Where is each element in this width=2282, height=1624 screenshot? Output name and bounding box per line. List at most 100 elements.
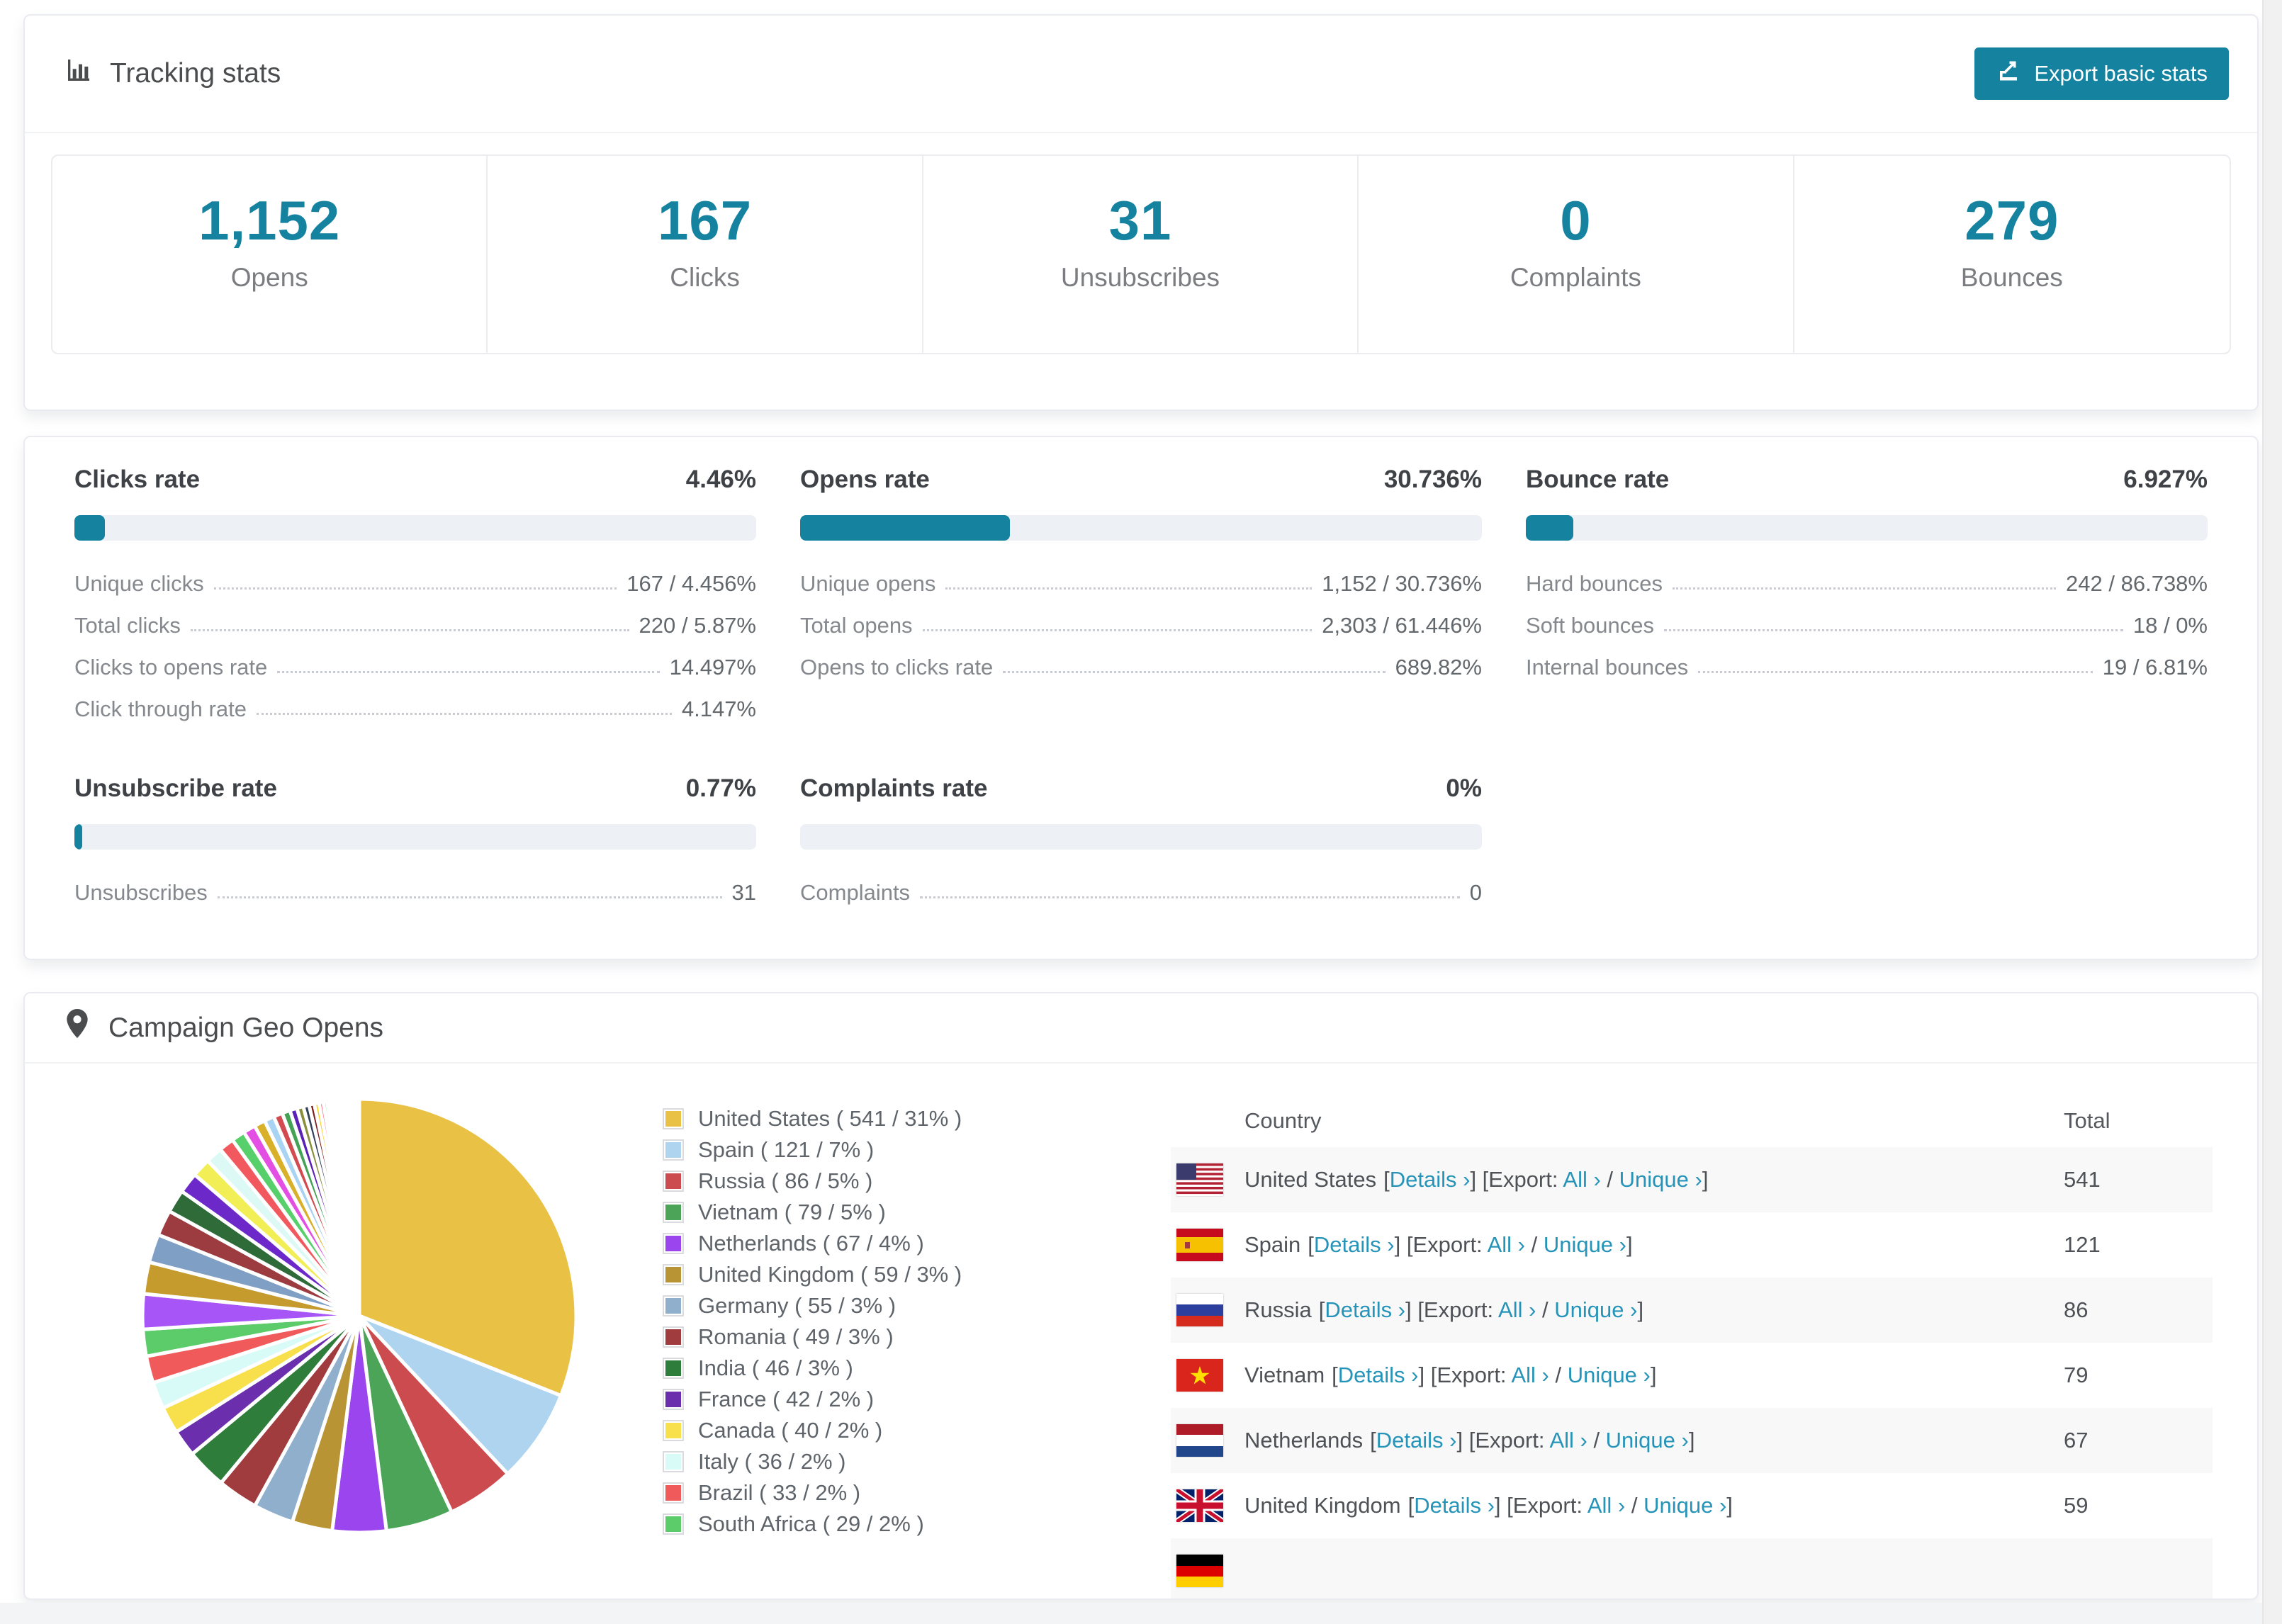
- location-pin-icon: [64, 1008, 90, 1047]
- table-row: Russia [Details ›] [Export: All › / Uniqu…: [1171, 1278, 2213, 1343]
- legend-label: United States ( 541 / 31% ): [698, 1106, 962, 1131]
- legend-swatch: [663, 1389, 684, 1410]
- rate-progress-bar: [74, 824, 756, 850]
- summary-counter: 31 Unsubscribes: [923, 156, 1359, 353]
- campaign-geo-opens-header: Campaign Geo Opens: [25, 993, 2257, 1064]
- tracking-stats-card: Tracking stats Export basic stats 1,152 O…: [23, 14, 2259, 411]
- rate-progress-bar: [800, 824, 1482, 850]
- export-all-link[interactable]: All ›: [1511, 1363, 1549, 1387]
- rate-detail-row: Hard bounces 242 / 86.738%: [1526, 559, 2208, 601]
- rate-detail-value: 2,303 / 61.446%: [1322, 613, 1482, 638]
- export-all-link[interactable]: All ›: [1487, 1232, 1525, 1257]
- rate-detail-row: Unique opens 1,152 / 30.736%: [800, 559, 1482, 601]
- dotted-leader: [217, 896, 722, 898]
- dotted-leader: [1698, 671, 2093, 673]
- rate-detail-value: 19 / 6.81%: [2102, 655, 2208, 680]
- rate-detail-rows: Complaints 0: [800, 868, 1482, 910]
- legend-item: France ( 42 / 2% ): [663, 1384, 962, 1415]
- page-title: Tracking stats: [64, 56, 281, 91]
- legend-swatch: [663, 1108, 684, 1129]
- rate-detail-value: 220 / 5.87%: [639, 613, 756, 638]
- rate-detail-rows: Hard bounces 242 / 86.738% Soft bounces 18 …: [1526, 559, 2208, 684]
- export-unique-link[interactable]: Unique ›: [1543, 1232, 1626, 1257]
- pie-slice-united-states[interactable]: [357, 1097, 578, 1398]
- rate-panel-header: Complaints rate 0%: [800, 774, 1482, 803]
- summary-counter: 279 Bounces: [1794, 156, 2230, 353]
- legend-item: Brazil ( 33 / 2% ): [663, 1477, 962, 1509]
- export-all-link[interactable]: All ›: [1498, 1297, 1536, 1322]
- export-basic-stats-button[interactable]: Export basic stats: [1974, 47, 2229, 100]
- dotted-leader: [190, 629, 629, 631]
- summary-counter-value: 1,152: [198, 188, 341, 252]
- rate-detail-label: Internal bounces: [1526, 655, 1689, 680]
- country-cell: Netherlands [Details ›] [Export: All › / …: [1244, 1428, 1695, 1453]
- legend-item: Russia ( 86 / 5% ): [663, 1166, 962, 1197]
- rate-title: Opens rate: [800, 466, 930, 493]
- campaign-geo-opens-card: Campaign Geo Opens United States ( 541 /…: [23, 992, 2259, 1600]
- export-unique-link[interactable]: Unique ›: [1605, 1428, 1689, 1453]
- export-unique-link[interactable]: Unique ›: [1619, 1167, 1702, 1192]
- legend-item: United Kingdom ( 59 / 3% ): [663, 1259, 962, 1290]
- rate-percentage: 30.736%: [1383, 466, 1482, 493]
- details-link[interactable]: Details ›: [1376, 1428, 1457, 1453]
- details-link[interactable]: Details ›: [1313, 1232, 1395, 1257]
- legend-label: Netherlands ( 67 / 4% ): [698, 1231, 924, 1256]
- legend-label: South Africa ( 29 / 2% ): [698, 1511, 924, 1536]
- legend-item: India ( 46 / 3% ): [663, 1353, 962, 1384]
- export-all-link[interactable]: All ›: [1549, 1428, 1587, 1453]
- export-unique-link[interactable]: Unique ›: [1567, 1363, 1651, 1387]
- rate-detail-label: Complaints: [800, 880, 911, 905]
- legend-item: Romania ( 49 / 3% ): [663, 1321, 962, 1353]
- rate-detail-row: Total clicks 220 / 5.87%: [74, 601, 756, 643]
- pie-slice-spain[interactable]: [357, 1314, 563, 1476]
- details-link[interactable]: Details ›: [1337, 1363, 1419, 1387]
- export-all-link[interactable]: All ›: [1587, 1493, 1626, 1518]
- export-all-link[interactable]: All ›: [1563, 1167, 1601, 1192]
- table-row: Spain [Details ›] [Export: All › / Unique…: [1171, 1212, 2213, 1278]
- summary-counter-value: 0: [1560, 188, 1592, 252]
- legend-swatch: [663, 1420, 684, 1441]
- rates-grid: Clicks rate 4.46% Unique clicks 167 / 4.456…: [25, 437, 2257, 952]
- geo-table-header: Country Total: [1171, 1095, 2213, 1147]
- page-background-strip: [0, 1603, 2282, 1624]
- legend-label: Italy ( 36 / 2% ): [698, 1449, 846, 1474]
- legend-swatch: [663, 1358, 684, 1379]
- summary-counter-label: Bounces: [1960, 262, 2063, 292]
- rate-detail-value: 14.497%: [669, 655, 756, 680]
- export-unique-link[interactable]: Unique ›: [1643, 1493, 1727, 1518]
- rate-panel-header: Opens rate 30.736%: [800, 466, 1482, 494]
- campaign-geo-opens-title: Campaign Geo Opens: [108, 1012, 384, 1043]
- bar-chart-icon: [64, 56, 93, 91]
- rate-detail-label: Opens to clicks rate: [800, 655, 994, 680]
- rate-detail-label: Unsubscribes: [74, 880, 208, 905]
- rate-detail-row: Unique clicks 167 / 4.456%: [74, 559, 756, 601]
- total-cell: 541: [2064, 1167, 2101, 1192]
- details-link[interactable]: Details ›: [1414, 1493, 1495, 1518]
- details-link[interactable]: Details ›: [1325, 1297, 1406, 1322]
- country-name: United States: [1244, 1167, 1377, 1192]
- page-scrollbar[interactable]: [2262, 0, 2282, 1624]
- country-column-header: Country: [1244, 1108, 1322, 1133]
- rate-detail-label: Unique opens: [800, 571, 936, 596]
- table-row: Netherlands [Details ›] [Export: All › / …: [1171, 1408, 2213, 1473]
- summary-counter-label: Unsubscribes: [1060, 262, 1220, 292]
- legend-label: Vietnam ( 79 / 5% ): [698, 1200, 886, 1224]
- rate-detail-label: Hard bounces: [1526, 571, 1663, 596]
- details-link[interactable]: Details ›: [1389, 1167, 1471, 1192]
- rate-progress-fill: [800, 515, 1010, 541]
- rate-title: Bounce rate: [1526, 466, 1670, 493]
- summary-counter: 0 Complaints: [1359, 156, 1794, 353]
- legend-label: Spain ( 121 / 7% ): [698, 1137, 875, 1162]
- country-flag-de: [1176, 1555, 1223, 1587]
- rate-detail-value: 18 / 0%: [2132, 613, 2208, 638]
- total-cell: 86: [2064, 1297, 2089, 1322]
- rate-percentage: 0%: [1446, 774, 1482, 802]
- export-unique-link[interactable]: Unique ›: [1554, 1297, 1638, 1322]
- rates-card: Clicks rate 4.46% Unique clicks 167 / 4.456…: [23, 436, 2259, 960]
- pie-legend: United States ( 541 / 31% ) Spain ( 121 /…: [663, 1103, 962, 1540]
- country-name: Russia: [1244, 1297, 1312, 1322]
- total-column-header: Total: [2064, 1108, 2110, 1133]
- legend-item: South Africa ( 29 / 2% ): [663, 1509, 962, 1540]
- table-row: United Kingdom [Details ›] [Export: All ›…: [1171, 1473, 2213, 1538]
